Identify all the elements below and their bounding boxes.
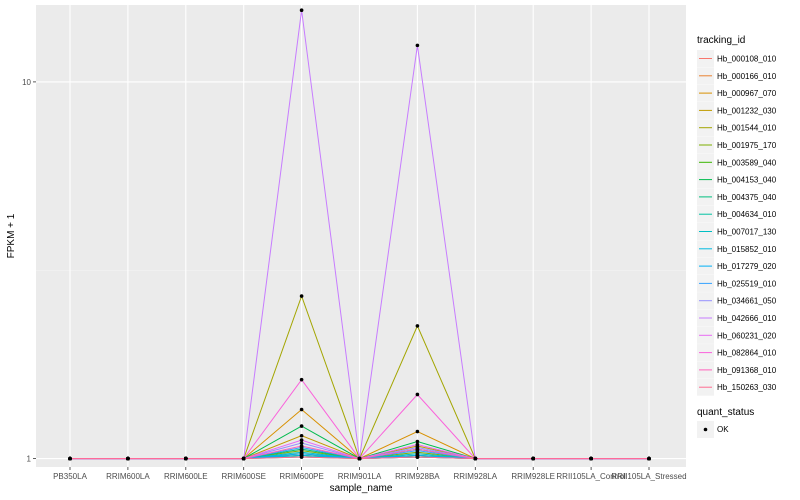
x-axis: PB350LA RRIM600LA RRIM600LE RRIM600SE RRIM60… (53, 467, 687, 481)
data-point (415, 455, 420, 459)
data-point (126, 456, 130, 461)
x-tick-label: RRIM600SE (221, 472, 265, 481)
data-points (68, 8, 651, 461)
y-axis: 1 10 (22, 78, 36, 464)
x-axis-title: sample_name (330, 483, 393, 494)
data-point (415, 447, 420, 451)
legend-label: Hb_000108_010 (717, 55, 777, 64)
legend-label: Hb_017279_020 (717, 262, 777, 271)
data-point (357, 456, 362, 461)
data-point (415, 442, 420, 447)
plot-panel (36, 5, 686, 467)
legend-label: Hb_004153_040 (717, 176, 777, 185)
data-point (415, 392, 420, 397)
x-tick-label: RRIM928LA (454, 472, 498, 481)
legend-label: Hb_015852_010 (717, 245, 777, 254)
x-tick-label: RRIM600LA (106, 472, 150, 481)
x-tick-label: RRII105LA_Control (556, 472, 626, 481)
legend-label: Hb_082864_010 (717, 349, 777, 358)
legend-label: Hb_000166_010 (717, 72, 777, 81)
data-point (531, 456, 535, 461)
legend-label: Hb_001232_030 (717, 106, 777, 115)
data-point (299, 441, 304, 445)
point-legend-marker (703, 427, 708, 432)
data-point (299, 455, 304, 459)
grid-major (36, 5, 686, 467)
point-legend: quant_status OK (697, 407, 754, 438)
data-point (299, 294, 304, 298)
x-tick-label: RRIM600LE (164, 472, 208, 481)
data-point (299, 451, 304, 456)
legend-label: Hb_001975_170 (717, 141, 777, 150)
data-point (415, 324, 420, 328)
x-tick-label: RRIM901LA (338, 472, 382, 481)
legend-label: Hb_060231_020 (717, 331, 777, 340)
y-axis-title: FPKM + 1 (6, 213, 17, 258)
x-tick-label: RRIM928BA (395, 472, 440, 481)
data-point (299, 444, 304, 448)
legend-label: Hb_003589_040 (717, 158, 777, 167)
legend-label: Hb_025519_010 (717, 279, 777, 288)
x-tick-label: PB350LA (53, 472, 87, 481)
data-point (184, 456, 188, 461)
legend: tracking_id Hb_000108_010Hb_000166_010Hb… (697, 35, 777, 396)
legend-label: Hb_034661_050 (717, 297, 777, 306)
data-point (647, 456, 651, 461)
legend-label: Hb_000967_070 (717, 89, 777, 98)
data-point (415, 429, 420, 434)
data-point (68, 456, 72, 461)
data-point (299, 433, 304, 438)
legend-title: tracking_id (697, 35, 745, 46)
data-point (299, 377, 304, 382)
legend-label: Hb_150263_030 (717, 383, 777, 392)
data-point (473, 456, 478, 461)
x-tick-label: RRII105LA_Stressed (611, 472, 686, 481)
y-tick-label: 1 (27, 455, 32, 464)
legend-label: Hb_004634_010 (717, 210, 777, 219)
data-point (299, 438, 304, 442)
point-legend-label: OK (717, 425, 729, 434)
data-point (415, 43, 420, 48)
legend-label: Hb_042666_010 (717, 314, 777, 323)
data-point (589, 456, 593, 461)
data-point (299, 8, 304, 12)
legend-label: Hb_001544_010 (717, 124, 777, 133)
data-point (299, 407, 304, 412)
legend-label: Hb_007017_130 (717, 228, 777, 237)
legend-label: Hb_091368_010 (717, 366, 777, 375)
data-point (299, 424, 304, 428)
data-point (241, 456, 246, 461)
point-legend-title: quant_status (697, 407, 754, 418)
x-tick-label: RRIM600PE (279, 472, 323, 481)
legend-label: Hb_004375_040 (717, 193, 777, 202)
data-point (415, 439, 420, 444)
y-tick-label: 10 (22, 78, 31, 87)
legend-items: Hb_000108_010 Hb_000166_010 Hb_000967_070 H… (697, 50, 777, 396)
x-tick-label: RRIM928LE (511, 472, 555, 481)
